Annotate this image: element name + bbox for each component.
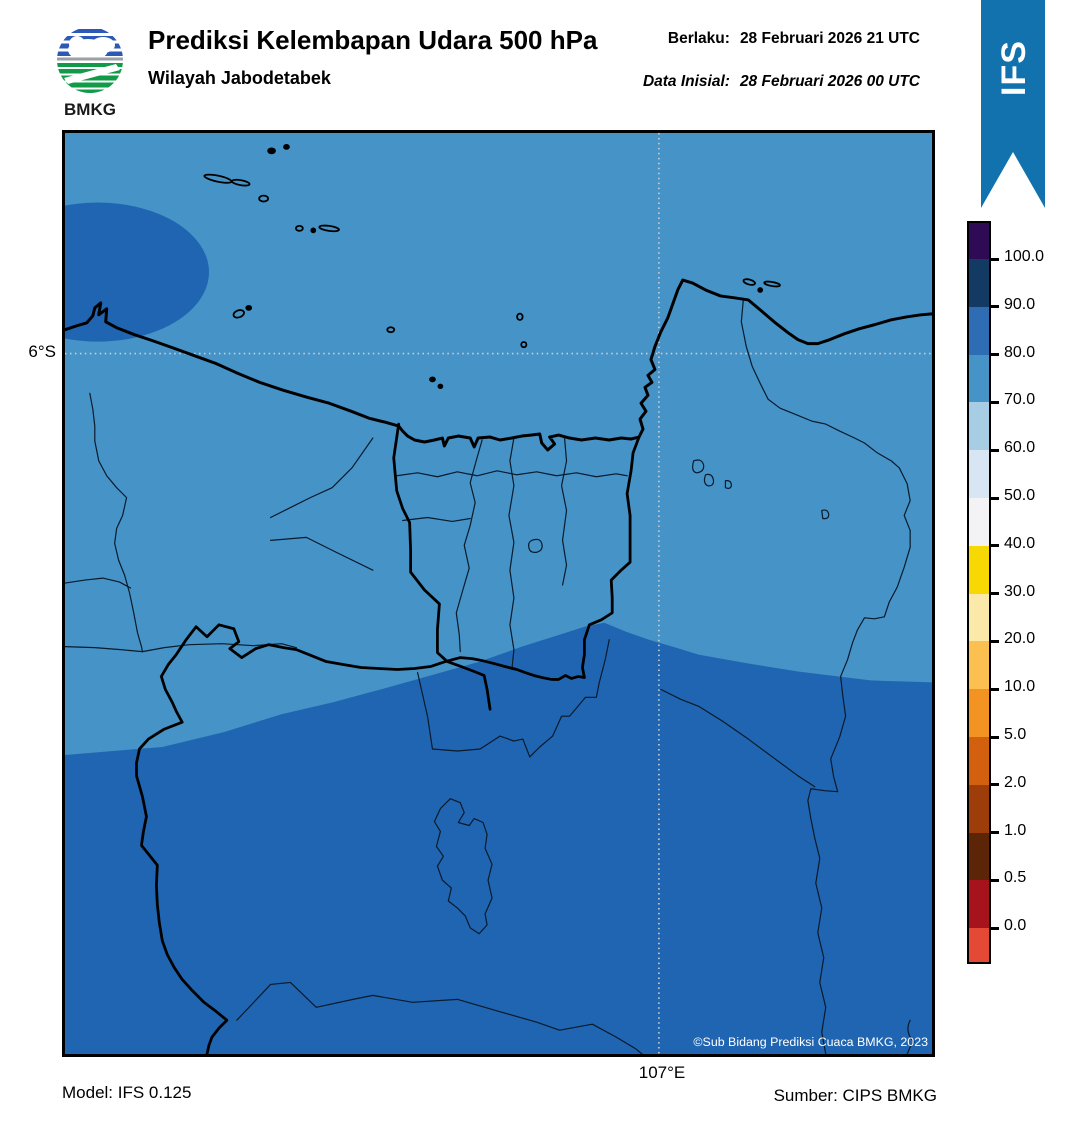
map-copyright: ©Sub Bidang Prediksi Cuaca BMKG, 2023: [693, 1035, 928, 1049]
humidity-region-80-90-south: [65, 622, 932, 1054]
region-subtitle: Wilayah Jabodetabek: [148, 68, 331, 88]
colorbar-tick-label: 10.0: [1004, 678, 1036, 696]
colorbar-tick: [989, 687, 999, 691]
page-title: Prediksi Kelembapan Udara 500 hPa: [148, 25, 598, 55]
colorbar-segment: [969, 223, 989, 259]
model-caption: Model: IFS 0.125: [62, 1083, 192, 1102]
colorbar-segments: [969, 223, 989, 963]
lon-tick-label: 107°E: [638, 1063, 686, 1082]
colorbar-segment: [969, 880, 989, 929]
islands-group: [203, 144, 781, 390]
colorbar-tick: [989, 257, 999, 261]
colorbar-segment: [969, 259, 989, 307]
forecast-map: ©Sub Bidang Prediksi Cuaca BMKG, 2023: [62, 130, 935, 1057]
colorbar-tick: [989, 831, 999, 835]
colorbar-tick-label: 30.0: [1004, 582, 1036, 600]
colorbar-tick-label: 5.0: [1004, 726, 1027, 743]
colorbar-segment: [969, 450, 989, 498]
valid-time: Berlaku: 28 Februari 2026 21 UTC: [668, 30, 920, 48]
colorbar-tick-label: 40.0: [1004, 534, 1036, 552]
colorbar-tick-label: 80.0: [1004, 343, 1036, 361]
colorbar-tick: [989, 448, 999, 452]
province-boundaries: [135, 422, 641, 1054]
colorbar-tick: [989, 639, 999, 643]
initial-time-label: Data Inisial:: [642, 73, 730, 90]
colorbar-segment: [969, 928, 989, 963]
lat-tick-label: 6°S: [28, 342, 56, 361]
colorbar-tick: [989, 878, 999, 882]
colorbar-tick: [989, 496, 999, 500]
colorbar-tick: [989, 735, 999, 739]
colorbar-tick: [989, 305, 999, 309]
colorbar-segment: [969, 641, 989, 690]
colorbar-segment: [969, 354, 989, 403]
coastline-path: [65, 278, 932, 452]
colorbar: 100.0 90.0 80.0 70.0 60.0 50.0 40.0 30.0 20.0 10.…: [967, 221, 1044, 964]
source-caption: Sumber: CIPS BMKG: [773, 1086, 937, 1105]
colorbar-segment: [969, 545, 989, 594]
bmkg-logo-icon: BMKG: [57, 27, 123, 119]
initial-time-value: 28 Februari 2026 00 UTC: [739, 73, 920, 90]
colorbar-tick-label: 2.0: [1004, 773, 1027, 791]
colorbar-tick-label: 100.0: [1004, 248, 1045, 265]
colorbar-tick-label: 0.5: [1004, 869, 1027, 887]
colorbar-segment: [969, 593, 989, 642]
colorbar-segment: [969, 784, 989, 833]
bmkg-logo: BMKG: [40, 10, 140, 119]
colorbar-tick-label: 50.0: [1004, 487, 1036, 504]
forecast-map-canvas: ©Sub Bidang Prediksi Cuaca BMKG, 2023: [65, 133, 932, 1054]
valid-time-label: Berlaku:: [667, 30, 730, 47]
colorbar-segment: [969, 689, 989, 737]
colorbar-segment: [969, 737, 989, 785]
colorbar-tick-label: 0.0: [1004, 917, 1027, 935]
colorbar-segment: [969, 402, 989, 451]
ribbon-model-label: IFS: [995, 40, 1033, 96]
ribbon-shape: [981, 0, 1045, 208]
district-boundaries: [65, 299, 915, 1054]
colorbar-tick-label: 20.0: [1004, 630, 1036, 648]
colorbar-tick: [989, 400, 999, 404]
initial-time: Data Inisial: 28 Februari 2026 00 UTC: [643, 73, 920, 91]
colorbar-tick: [989, 544, 999, 548]
colorbar-segment: [969, 306, 989, 355]
bmkg-logo-text: BMKG: [64, 100, 116, 119]
colorbar-tick-label: 1.0: [1004, 821, 1027, 839]
valid-time-value: 28 Februari 2026 21 UTC: [739, 30, 920, 47]
colorbar-tick: [989, 783, 999, 787]
colorbar-tick-label: 60.0: [1004, 439, 1036, 457]
colorbar-segment: [969, 498, 989, 546]
ifs-ribbon-badge: IFS: [981, 0, 1045, 208]
colorbar-tick-label: 70.0: [1004, 391, 1036, 409]
colorbar-tick: [989, 926, 999, 930]
colorbar-segment: [969, 832, 989, 881]
colorbar-tick-label: 90.0: [1004, 295, 1036, 313]
colorbar-tick: [989, 353, 999, 357]
colorbar-tick: [989, 592, 999, 596]
